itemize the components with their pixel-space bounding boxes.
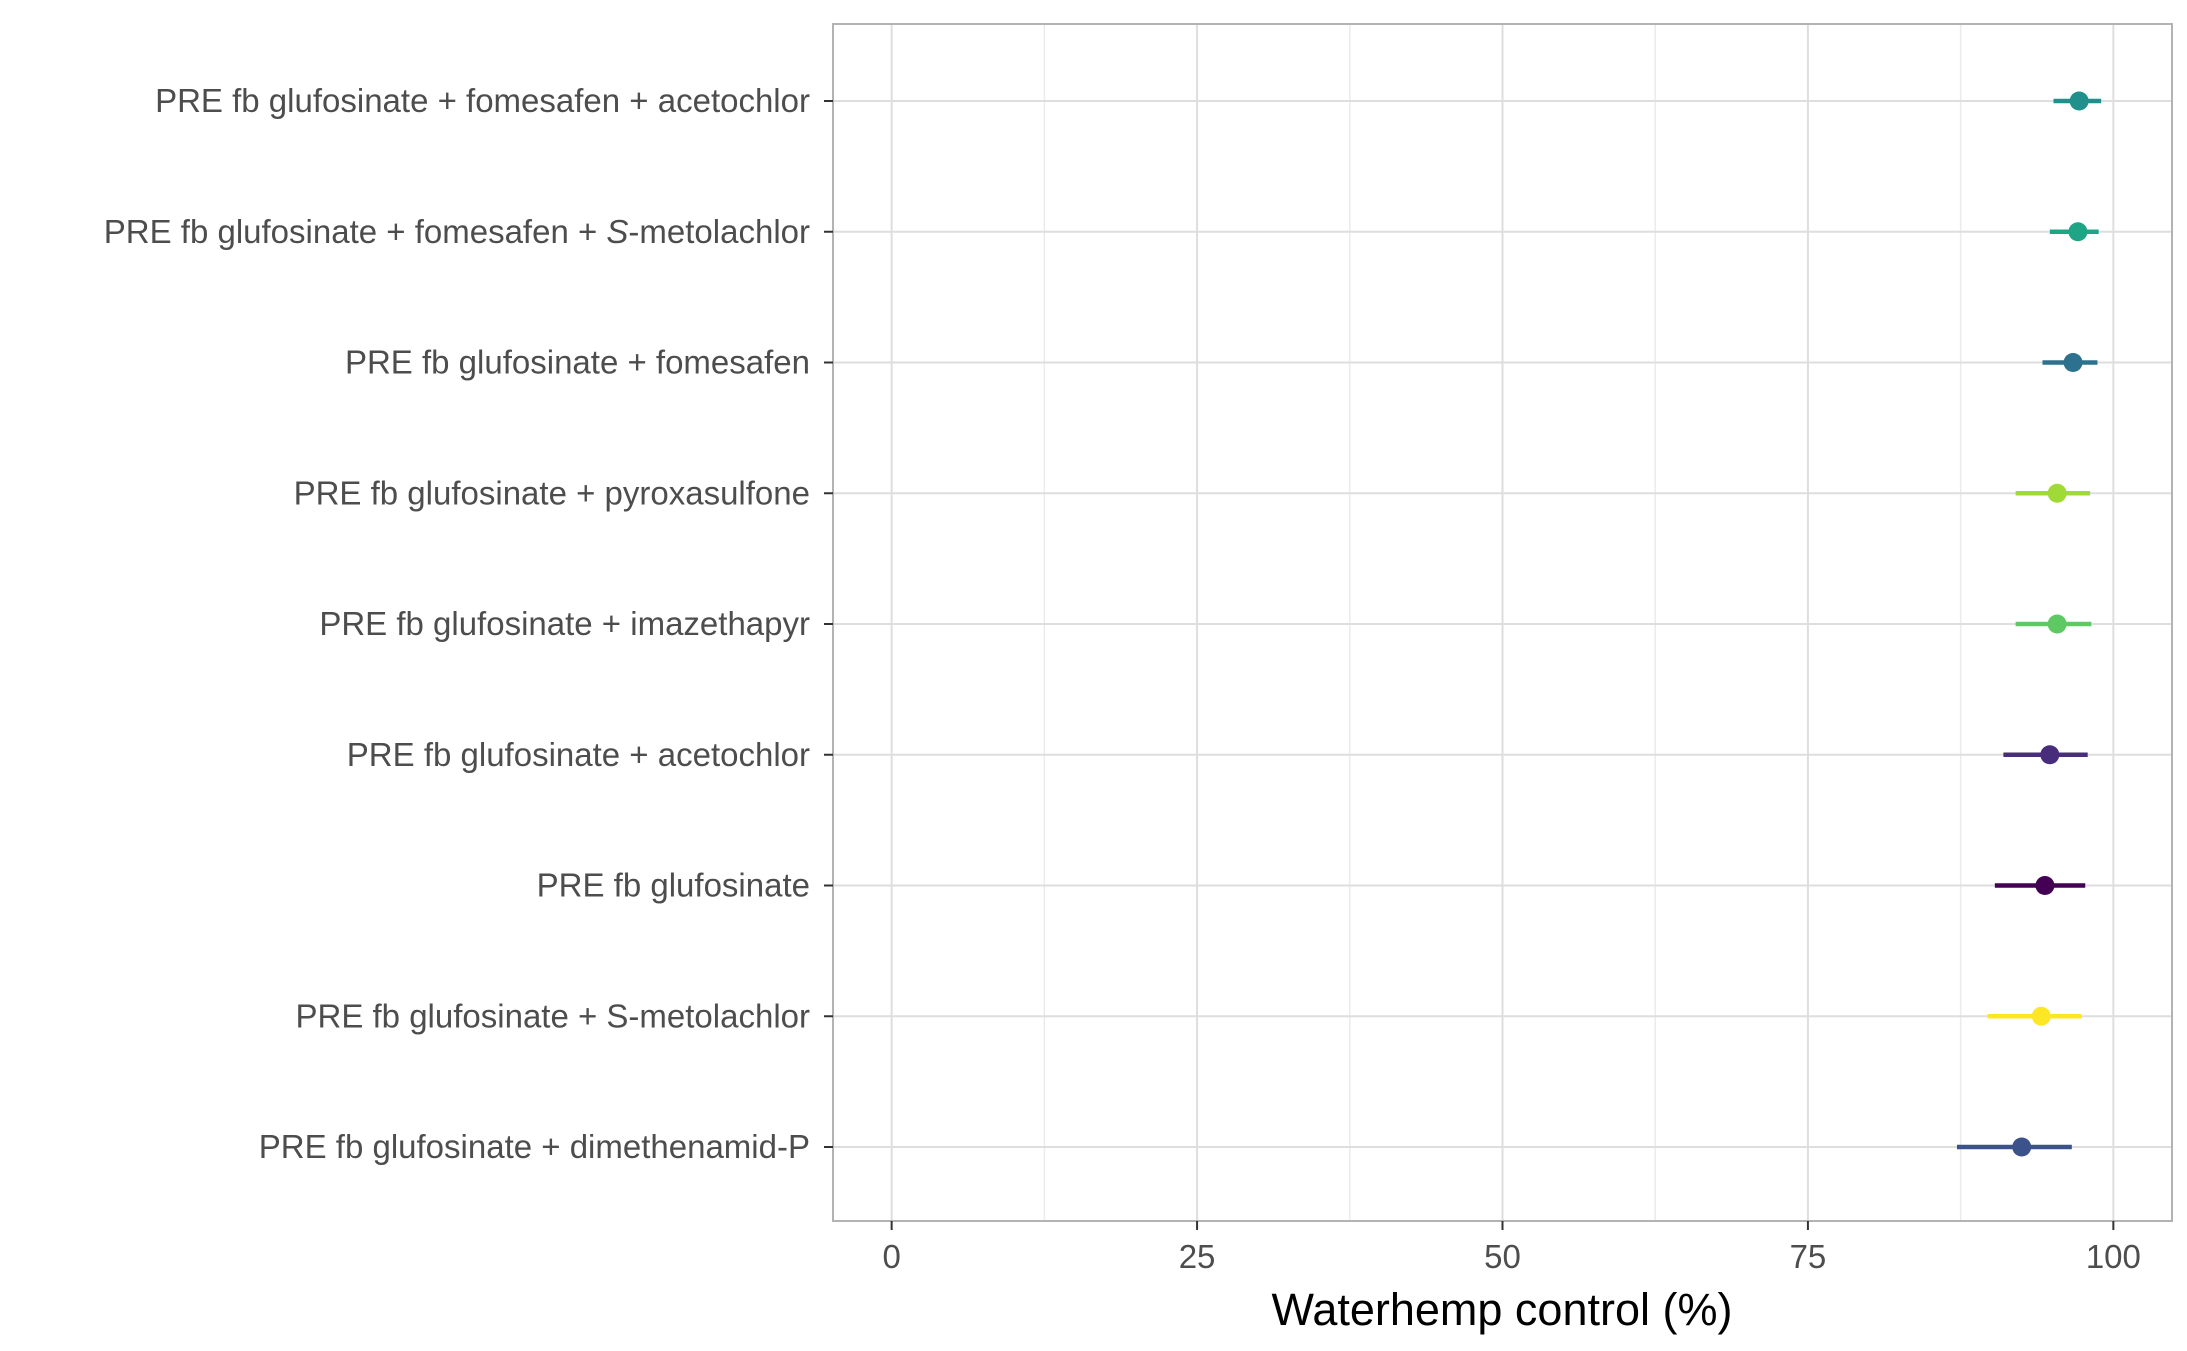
category-label: PRE fb glufosinate + dimethenamid-P	[259, 1128, 810, 1165]
x-tick-label: 75	[1790, 1238, 1827, 1275]
data-point	[2031, 1006, 2051, 1026]
category-label: PRE fb glufosinate + fomesafen + S-metol…	[104, 213, 810, 250]
data-point	[2063, 353, 2083, 372]
data-point	[2035, 876, 2055, 895]
category-label: PRE fb glufosinate + acetochlor	[347, 736, 810, 773]
x-tick-label: 0	[882, 1238, 900, 1275]
category-label: PRE fb glufosinate	[537, 867, 810, 904]
x-tick-label: 100	[2086, 1238, 2141, 1275]
x-tick-label: 50	[1484, 1238, 1521, 1275]
x-axis-title: Waterhemp control (%)	[1272, 1284, 1733, 1335]
category-label: PRE fb glufosinate + fomesafen	[345, 344, 810, 381]
category-label: PRE fb glufosinate + imazethapyr	[319, 605, 810, 642]
category-labels: PRE fb glufosinate + fomesafen + acetoch…	[104, 82, 810, 1165]
data-point	[2047, 483, 2067, 503]
data-point	[2047, 614, 2067, 634]
x-axis-tick-labels: 0 25 50 75 100	[882, 1238, 2140, 1275]
data-point	[2012, 1137, 2032, 1157]
data-point	[2068, 222, 2088, 242]
category-label: PRE fb glufosinate + pyroxasulfone	[294, 474, 810, 511]
data-point	[2040, 745, 2060, 765]
y-axis-ticks	[824, 100, 833, 1148]
category-label: PRE fb glufosinate + fomesafen + acetoch…	[155, 82, 810, 119]
major-gridlines	[833, 24, 2172, 1221]
data-point	[2069, 91, 2089, 111]
category-label: PRE fb glufosinate + S-metolachlor	[295, 997, 810, 1034]
data-points	[2012, 91, 2089, 1157]
minor-gridlines	[1043, 24, 1962, 1221]
x-axis-ticks	[890, 1221, 2115, 1230]
x-tick-label: 25	[1179, 1238, 1216, 1275]
